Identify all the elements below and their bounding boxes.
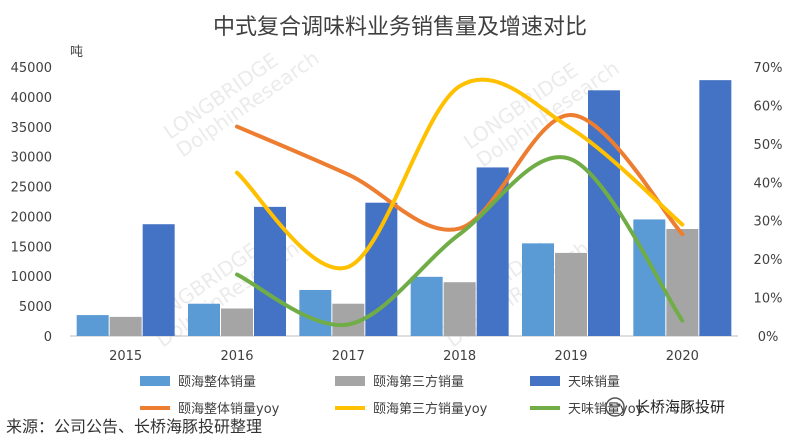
x-tick-label: 2019 bbox=[554, 349, 587, 364]
bar bbox=[410, 276, 443, 336]
bar bbox=[76, 315, 109, 336]
x-axis: 2015 2016 2017 2018 2019 2020 bbox=[109, 349, 699, 364]
bar bbox=[188, 303, 220, 336]
y-left-tick-label: 10000 bbox=[11, 270, 52, 285]
line-series bbox=[235, 113, 685, 237]
bar bbox=[221, 308, 253, 336]
source-footer: 来源：公司公告、长桥海豚投研整理 bbox=[6, 417, 262, 436]
legend-swatch bbox=[140, 376, 170, 386]
chart-title: 中式复合调味料业务销售量及增速对比 bbox=[213, 15, 587, 40]
line-series bbox=[235, 77, 685, 271]
legend-label: 颐海整体销量 bbox=[178, 375, 256, 390]
x-tick-label: 2020 bbox=[666, 349, 699, 364]
y-right-tick-label: 60% bbox=[754, 99, 783, 114]
y-left-tick-label: 0 bbox=[44, 330, 52, 345]
bar bbox=[109, 316, 142, 336]
y-left-unit: 吨 bbox=[70, 45, 83, 60]
legend-swatch bbox=[335, 376, 365, 386]
y-left-tick-label: 15000 bbox=[11, 240, 52, 255]
bar bbox=[699, 80, 732, 336]
legend-label: 颐海第三方销量 bbox=[373, 374, 464, 390]
x-tick-label: 2016 bbox=[220, 349, 253, 364]
line-series bbox=[235, 155, 685, 328]
y-right-tick-label: 0% bbox=[758, 330, 779, 345]
legend-label: 天味销量 bbox=[568, 375, 620, 390]
y-left-axis: 0 5000 10000 15000 20000 25000 30000 35000 40000… bbox=[11, 61, 52, 345]
y-right-tick-label: 30% bbox=[754, 215, 783, 230]
x-tick-label: 2018 bbox=[443, 349, 476, 364]
legend-label: 颐海整体销量yoy bbox=[178, 402, 280, 417]
y-right-tick-label: 10% bbox=[754, 292, 783, 307]
y-right-tick-label: 20% bbox=[754, 253, 783, 268]
bar bbox=[254, 206, 286, 336]
y-left-tick-label: 40000 bbox=[11, 91, 52, 106]
line-series-group bbox=[235, 77, 685, 328]
bar bbox=[588, 90, 620, 337]
bar bbox=[299, 289, 332, 336]
bar bbox=[443, 282, 476, 336]
y-left-tick-label: 25000 bbox=[11, 181, 52, 196]
wechat-icon bbox=[605, 397, 625, 417]
y-left-tick-label: 5000 bbox=[19, 300, 52, 315]
y-left-tick-label: 20000 bbox=[11, 210, 52, 225]
y-right-tick-label: 50% bbox=[754, 138, 783, 153]
bar bbox=[142, 224, 175, 336]
y-right-tick-label: 40% bbox=[754, 176, 783, 191]
x-tick-label: 2017 bbox=[332, 349, 365, 364]
wechat-icon-dot bbox=[609, 403, 613, 407]
legend-swatch bbox=[530, 376, 560, 386]
x-tick-label: 2015 bbox=[109, 349, 142, 364]
y-right-axis: 0% 10% 20% 30% 40% 50% 60% 70% bbox=[754, 61, 783, 345]
y-left-tick-label: 45000 bbox=[11, 61, 52, 76]
brand-text: 长桥海豚投研 bbox=[635, 398, 725, 416]
y-left-tick-label: 35000 bbox=[11, 121, 52, 136]
y-left-tick-label: 30000 bbox=[11, 151, 52, 166]
y-right-tick-label: 70% bbox=[754, 61, 783, 76]
bar-series-group bbox=[76, 80, 732, 337]
bar bbox=[555, 252, 587, 336]
legend-label: 颐海第三方销量yoy bbox=[373, 401, 488, 417]
brand-badge: 长桥海豚投研 bbox=[605, 397, 725, 417]
bar bbox=[633, 219, 666, 336]
wechat-icon-dot-2 bbox=[617, 403, 621, 407]
bar bbox=[522, 243, 554, 336]
